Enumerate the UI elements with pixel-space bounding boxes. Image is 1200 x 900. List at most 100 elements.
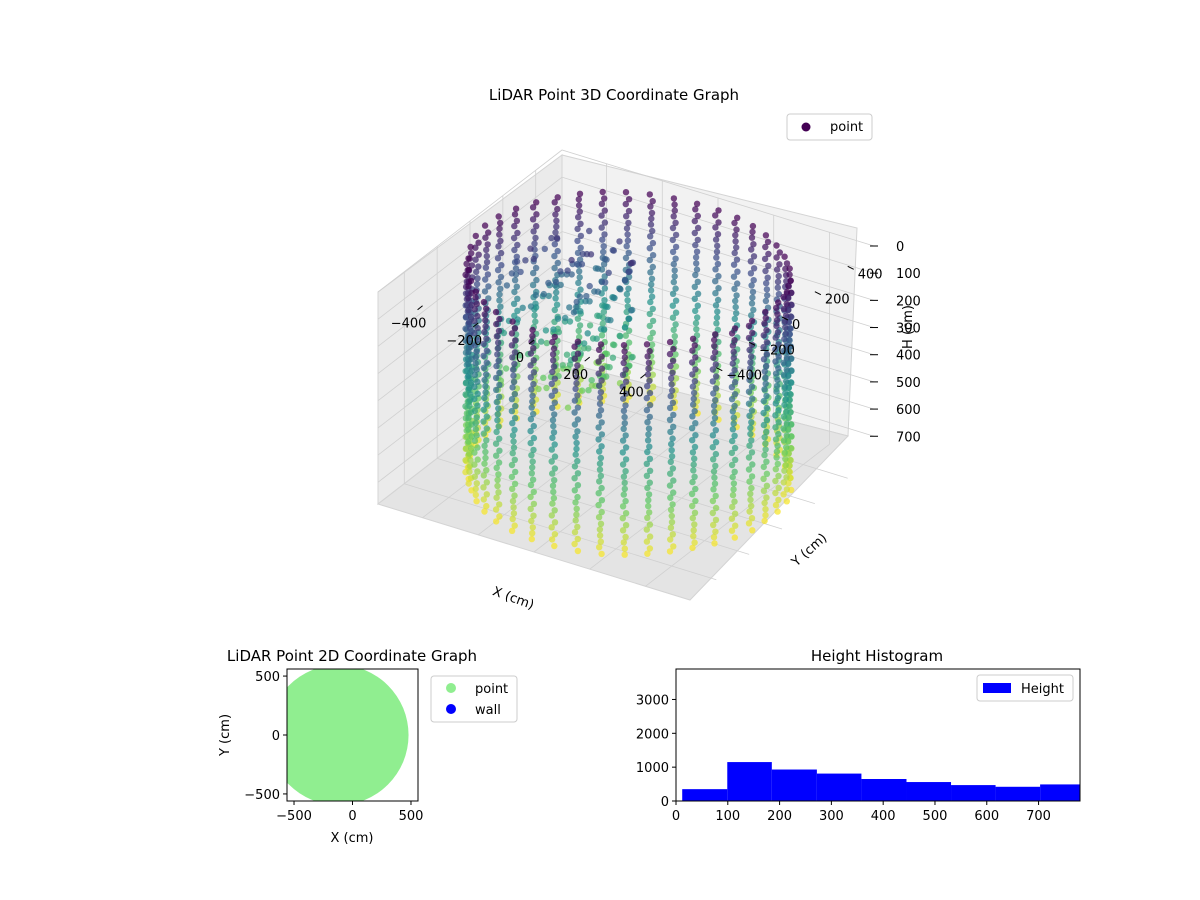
point-3d bbox=[550, 326, 557, 333]
point-3d bbox=[761, 499, 768, 507]
point-3d bbox=[712, 385, 720, 392]
point-3d bbox=[529, 464, 536, 471]
point-3d bbox=[599, 188, 606, 196]
point-3d bbox=[574, 482, 582, 489]
point-3d bbox=[748, 437, 755, 444]
point-3d bbox=[529, 326, 536, 334]
point-3d bbox=[748, 407, 756, 414]
point-3d bbox=[782, 396, 789, 403]
point-3d bbox=[527, 374, 534, 381]
point-3d bbox=[666, 338, 674, 346]
point-3d bbox=[760, 421, 768, 429]
point-3d bbox=[552, 229, 559, 236]
point-3d bbox=[689, 383, 697, 390]
z-axis-label-3d: H (cm) bbox=[901, 305, 916, 349]
point-3d bbox=[760, 397, 767, 405]
point-3d bbox=[474, 402, 481, 409]
point-3d bbox=[600, 326, 608, 333]
point-3d bbox=[747, 430, 754, 438]
point-3d bbox=[668, 375, 675, 382]
point-3d bbox=[511, 456, 518, 463]
point-3d bbox=[530, 369, 538, 376]
y-tick-label-histogram: 3000 bbox=[636, 693, 669, 708]
point-3d bbox=[554, 194, 561, 201]
point-3d bbox=[575, 279, 582, 287]
z-tick-label-3d: 200 bbox=[896, 294, 921, 309]
point-3d bbox=[573, 298, 580, 306]
point-3d bbox=[495, 243, 502, 250]
point-3d bbox=[508, 330, 516, 337]
y-tick-label-histogram: 0 bbox=[661, 795, 669, 810]
point-3d bbox=[692, 254, 700, 261]
point-3d bbox=[554, 205, 561, 213]
point-3d bbox=[745, 520, 753, 527]
point-3d bbox=[732, 238, 739, 245]
point-3d bbox=[551, 306, 558, 314]
point-3d bbox=[495, 339, 502, 346]
grid-line bbox=[377, 258, 875, 402]
point-3d bbox=[595, 501, 602, 509]
point-3d bbox=[643, 460, 650, 467]
point-3d bbox=[575, 196, 582, 203]
point-3d bbox=[497, 237, 504, 245]
point-3d bbox=[649, 227, 656, 235]
point-3d bbox=[762, 308, 769, 316]
point-3d bbox=[462, 313, 470, 320]
point-3d bbox=[595, 358, 602, 365]
point-3d bbox=[731, 534, 738, 541]
point-3d bbox=[646, 245, 653, 252]
point-3d bbox=[689, 371, 696, 378]
point-3d bbox=[493, 398, 500, 406]
point-3d bbox=[710, 390, 717, 397]
point-3d bbox=[472, 425, 479, 433]
point-3d bbox=[773, 448, 781, 455]
point-3d bbox=[761, 368, 768, 375]
point-3d bbox=[577, 244, 584, 251]
point-3d bbox=[648, 275, 656, 282]
point-3d bbox=[571, 397, 579, 404]
point-3d bbox=[710, 521, 717, 529]
x-tick-mark-3d bbox=[584, 356, 591, 362]
point-3d bbox=[689, 449, 697, 456]
histogram-bar bbox=[771, 769, 817, 801]
point-3d bbox=[483, 413, 490, 420]
point-3d bbox=[528, 535, 535, 543]
point-3d bbox=[669, 290, 677, 297]
point-3d bbox=[731, 391, 739, 398]
point-3d bbox=[667, 524, 675, 531]
point-3d bbox=[711, 408, 718, 415]
point-3d bbox=[595, 424, 602, 431]
point-3d bbox=[709, 497, 717, 505]
point-3d bbox=[692, 271, 699, 279]
histogram-bar bbox=[951, 785, 996, 801]
point-3d bbox=[672, 219, 679, 226]
point-3d bbox=[573, 303, 580, 311]
point-3d bbox=[787, 444, 795, 452]
point-3d bbox=[643, 341, 651, 348]
point-3d bbox=[729, 408, 736, 415]
point-3d bbox=[765, 250, 772, 258]
point-3d bbox=[584, 330, 591, 337]
point-3d bbox=[622, 378, 630, 385]
y-axis-label-3d: Y (cm) bbox=[788, 531, 830, 571]
point-3d bbox=[748, 246, 755, 253]
point-3d bbox=[598, 431, 606, 438]
point-3d bbox=[514, 307, 521, 314]
point-3d bbox=[621, 479, 628, 487]
point-3d bbox=[480, 364, 488, 371]
point-3d bbox=[573, 380, 580, 387]
point-3d bbox=[512, 337, 519, 344]
point-3d bbox=[689, 335, 697, 342]
point-3d bbox=[713, 254, 720, 261]
point-3d bbox=[619, 437, 627, 444]
point-3d bbox=[763, 351, 770, 358]
point-3d bbox=[749, 228, 756, 236]
point-3d bbox=[550, 494, 558, 502]
point-3d bbox=[622, 510, 630, 517]
point-3d bbox=[625, 207, 633, 215]
point-3d bbox=[463, 433, 471, 440]
grid-line bbox=[404, 483, 717, 581]
point-3d bbox=[508, 396, 516, 403]
point-3d bbox=[465, 372, 472, 379]
point-3d bbox=[666, 548, 674, 555]
